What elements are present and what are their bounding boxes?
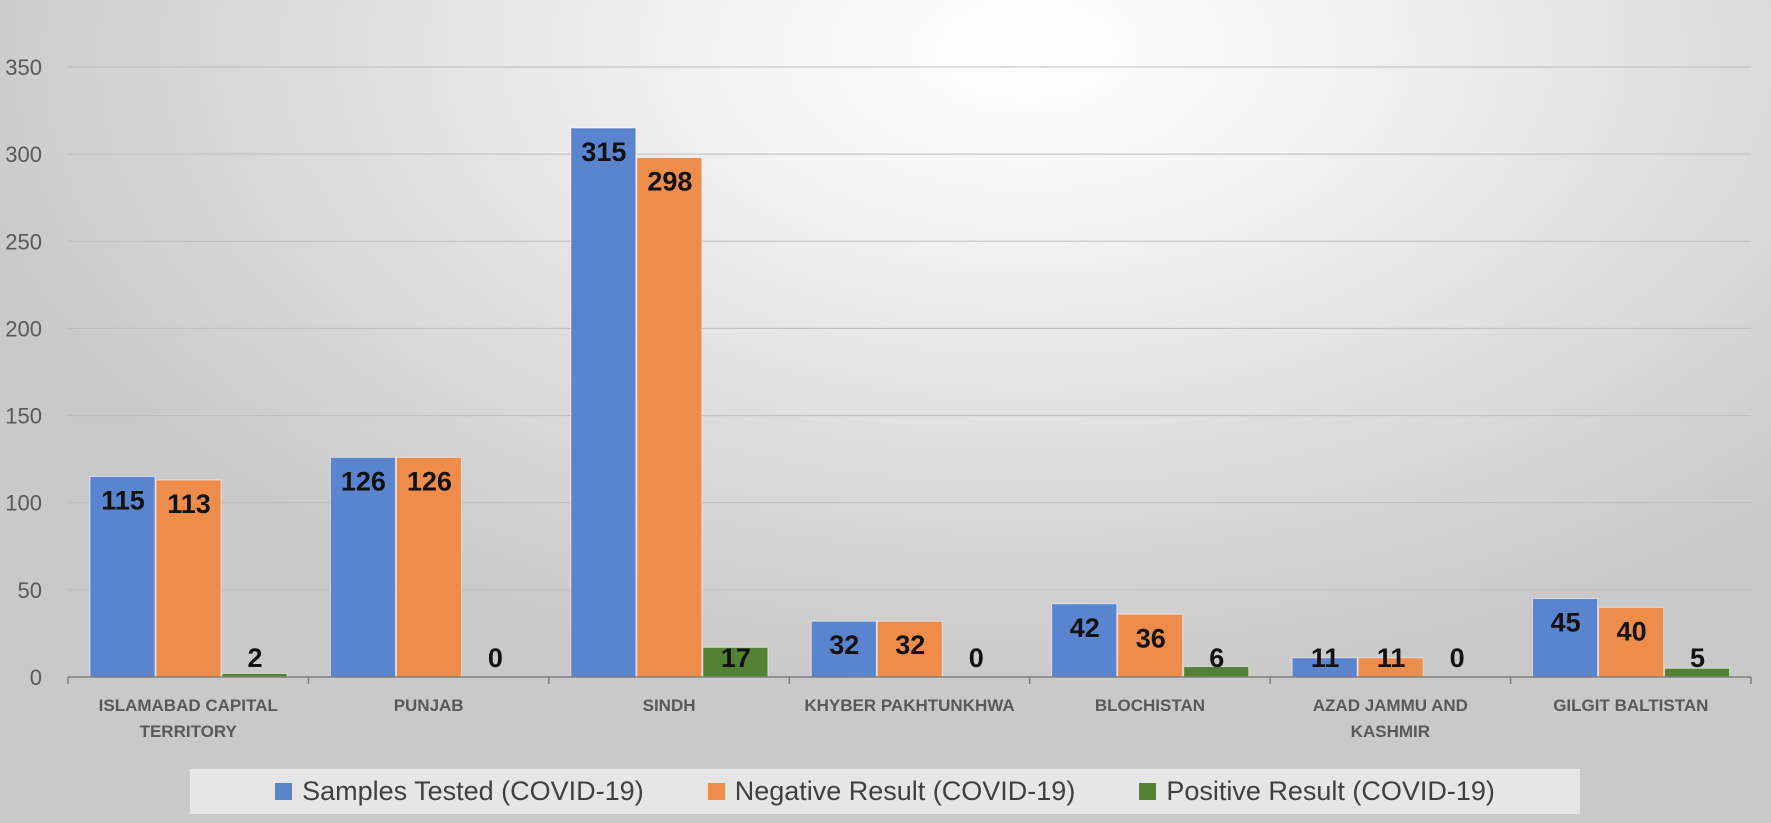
y-tick-label: 50 xyxy=(18,578,42,603)
data-label: 36 xyxy=(1136,623,1166,653)
data-label: 2 xyxy=(247,643,262,673)
data-label: 45 xyxy=(1551,608,1581,638)
data-label: 5 xyxy=(1690,643,1705,673)
data-labels: 115 126 315 32 42 11 45 113 126 298 32 36 11 40 2 0 17 0 6… xyxy=(101,137,1705,673)
y-axis: 0 50 100 150 200 250 300 350 xyxy=(5,55,42,690)
legend-swatch-positive-result xyxy=(1139,783,1157,800)
y-tick-label: 350 xyxy=(5,55,42,80)
bar-samples-tested xyxy=(810,620,877,678)
bar-samples-tested xyxy=(1532,598,1599,678)
data-label: 315 xyxy=(581,137,626,167)
x-tick-label: BLOCHISTAN xyxy=(1095,696,1205,715)
bar-negative-result xyxy=(155,479,222,678)
data-label: 6 xyxy=(1209,643,1224,673)
x-tick-label: SINDH xyxy=(643,696,696,715)
data-label: 11 xyxy=(1377,643,1406,673)
legend-item-positive-result: Positive Result (COVID-19) xyxy=(1139,776,1495,807)
legend-item-samples-tested: Samples Tested (COVID-19) xyxy=(275,776,644,807)
data-label: 298 xyxy=(647,167,692,197)
y-tick-label: 200 xyxy=(5,316,42,341)
data-label: 32 xyxy=(895,630,925,660)
legend: Samples Tested (COVID-19) Negative Resul… xyxy=(190,769,1580,814)
x-tick-label: PUNJAB xyxy=(394,696,464,715)
bar-negative-result xyxy=(636,157,703,678)
legend-item-negative-result: Negative Result (COVID-19) xyxy=(707,776,1076,807)
x-tick-label: AZAD JAMMU AND KASHMIR xyxy=(1313,696,1468,741)
data-label: 42 xyxy=(1070,613,1100,643)
data-label: 0 xyxy=(1450,643,1465,673)
bar-samples-tested xyxy=(329,456,396,678)
bar-samples-tested xyxy=(570,127,637,678)
bars xyxy=(89,127,1731,678)
y-tick-label: 0 xyxy=(30,665,42,690)
x-tick-label: GILGIT BALTISTAN xyxy=(1553,696,1708,715)
x-axis: ISLAMABAD CAPITAL TERRITORY PUNJAB SINDH KHY… xyxy=(67,676,1752,741)
legend-swatch-samples-tested xyxy=(275,783,293,800)
data-label: 40 xyxy=(1617,616,1647,646)
bar-negative-result xyxy=(1117,613,1184,678)
data-label: 0 xyxy=(488,643,503,673)
data-label: 17 xyxy=(721,643,751,673)
y-tick-label: 300 xyxy=(5,142,42,167)
data-label: 115 xyxy=(101,486,145,516)
gridlines xyxy=(68,66,1751,591)
y-tick-label: 100 xyxy=(5,491,42,516)
bar-samples-tested xyxy=(1051,603,1118,678)
x-tick-label: ISLAMABAD CAPITAL TERRITORY xyxy=(99,696,278,741)
data-label: 126 xyxy=(407,466,452,496)
data-label: 32 xyxy=(829,630,859,660)
legend-swatch-negative-result xyxy=(707,783,725,800)
data-label: 113 xyxy=(167,489,211,519)
y-tick-label: 250 xyxy=(5,229,42,254)
legend-label-samples-tested: Samples Tested (COVID-19) xyxy=(302,776,644,806)
legend-label-negative-result: Negative Result (COVID-19) xyxy=(734,776,1076,806)
data-label: 0 xyxy=(969,643,984,673)
data-label: 126 xyxy=(341,466,386,496)
x-tick-label: KHYBER PAKHTUNKHWA xyxy=(804,696,1014,715)
bar-negative-result xyxy=(395,456,462,678)
bar-negative-result xyxy=(876,620,943,678)
bar-positive-result xyxy=(702,646,769,678)
y-tick-label: 150 xyxy=(5,404,42,429)
data-label: 11 xyxy=(1311,643,1340,673)
legend-label-positive-result: Positive Result (COVID-19) xyxy=(1166,776,1495,806)
